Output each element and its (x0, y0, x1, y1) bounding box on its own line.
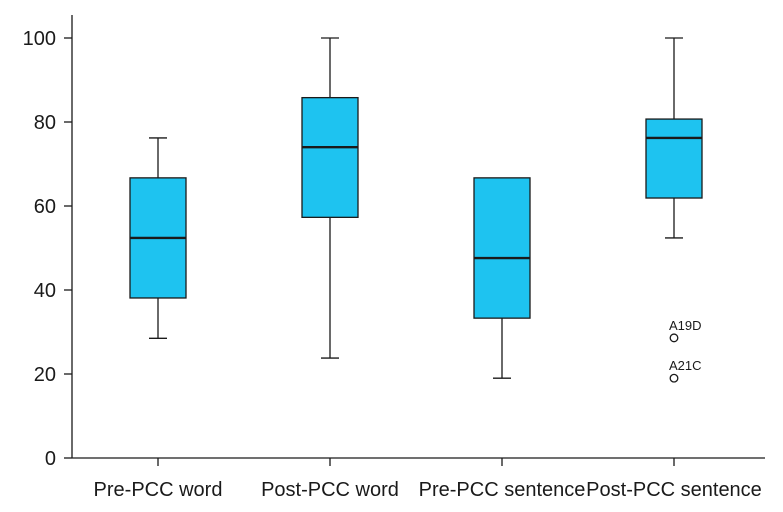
x-category-label: Post-PCC sentence (586, 479, 762, 501)
y-tick-label: 20 (34, 364, 56, 386)
box-group (129, 137, 187, 339)
y-tick-label: 40 (34, 280, 56, 302)
y-tick-label: 100 (23, 28, 56, 50)
x-category-label: Post-PCC word (261, 479, 399, 501)
outlier-point (669, 333, 679, 343)
y-tick-label: 80 (34, 112, 56, 134)
outlier-point (669, 373, 679, 383)
y-axis: 0 20 40 60 80 100 (23, 15, 73, 470)
x-category-label: Pre-PCC word (94, 479, 223, 501)
y-tick-label: 60 (34, 196, 56, 218)
iqr-box (473, 177, 531, 319)
box-group (301, 37, 359, 359)
box-group: A19D A21C (645, 37, 703, 383)
iqr-box (645, 118, 703, 199)
x-category-label: Pre-PCC sentence (419, 479, 586, 501)
y-tick-label: 0 (45, 448, 56, 470)
x-axis: Pre-PCC word Post-PCC word Pre-PCC sentenc… (72, 457, 765, 501)
outlier-label: A19D (669, 318, 702, 333)
outlier-label: A21C (669, 358, 702, 373)
box-group (473, 177, 531, 379)
boxes: A19D A21C (129, 37, 703, 383)
iqr-box (301, 96, 359, 218)
